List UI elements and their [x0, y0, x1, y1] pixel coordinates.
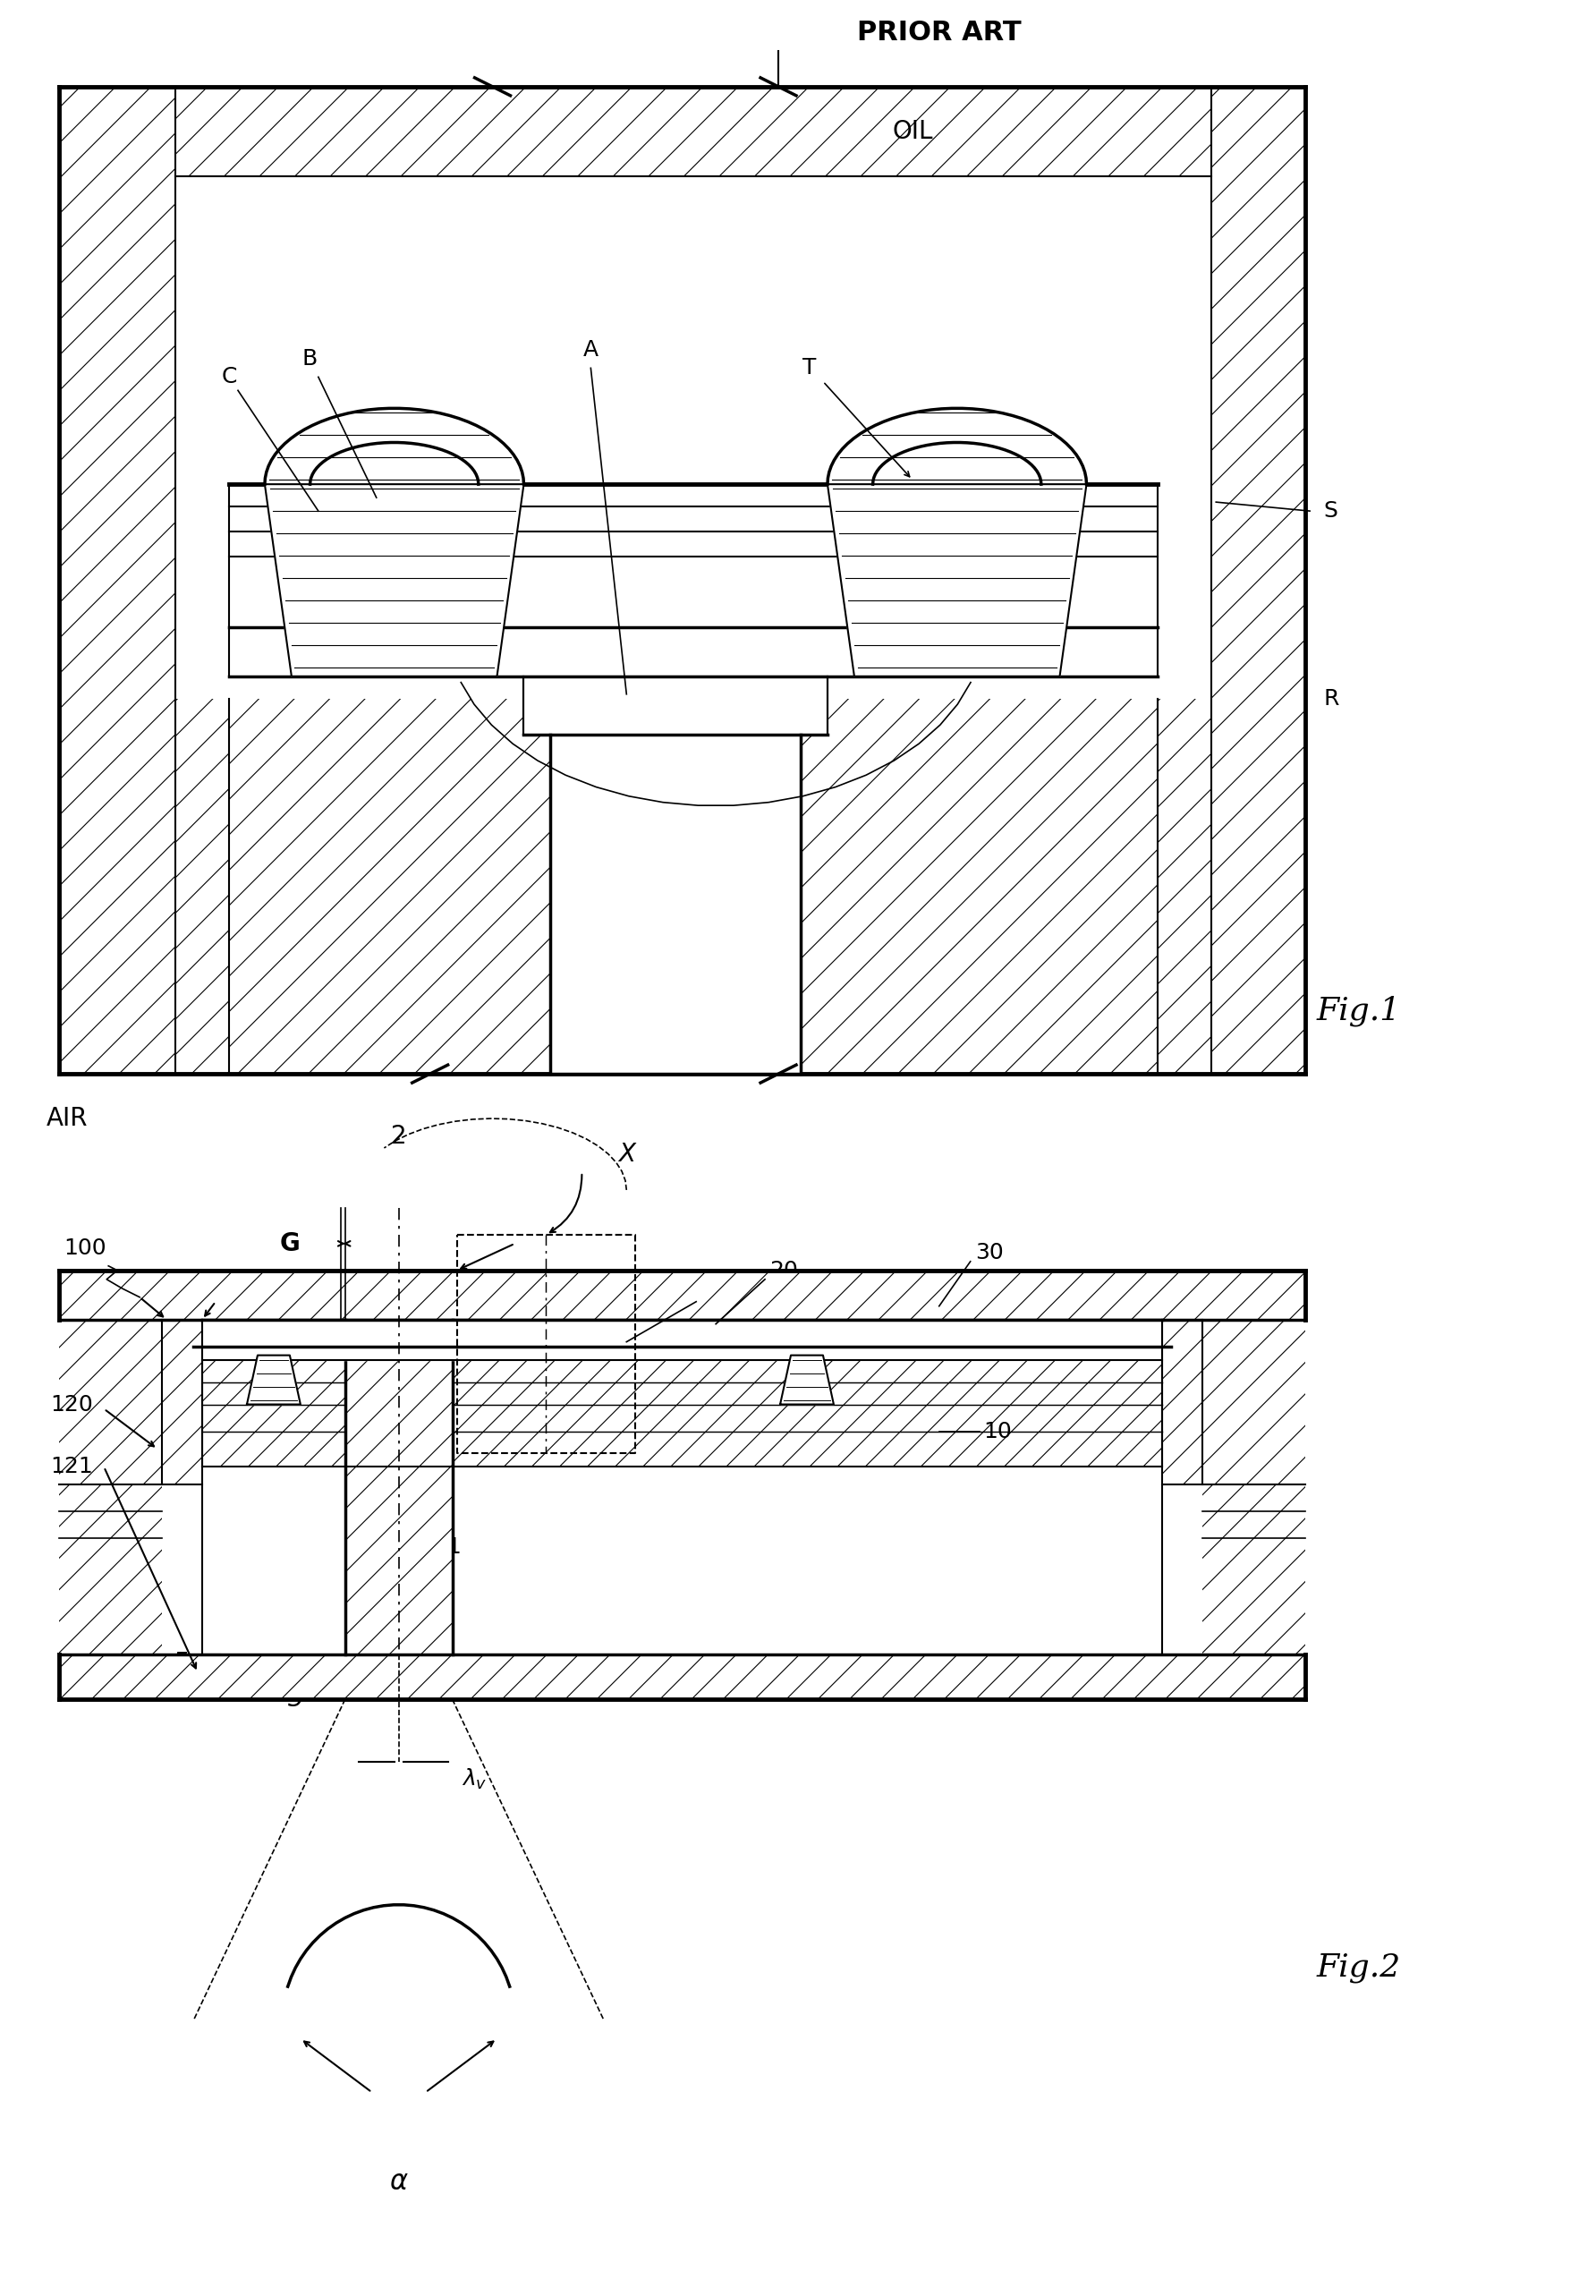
Text: T: T	[803, 358, 817, 379]
Text: $\alpha$: $\alpha$	[389, 2167, 409, 2195]
Text: $\lambda_v$: $\lambda_v$	[461, 1768, 487, 1791]
Text: 121: 121	[51, 1456, 93, 1479]
Polygon shape	[247, 1355, 300, 1405]
Text: 1: 1	[697, 1288, 713, 1313]
Polygon shape	[265, 409, 523, 484]
Text: 3: 3	[289, 1688, 303, 1713]
Text: 10: 10	[983, 1421, 1012, 1442]
Polygon shape	[827, 409, 1087, 484]
Polygon shape	[827, 484, 1087, 677]
Text: 2: 2	[391, 1123, 407, 1148]
Text: 100: 100	[64, 1238, 107, 1258]
Text: G: G	[281, 1231, 300, 1256]
Polygon shape	[780, 1355, 833, 1405]
Text: B: B	[302, 349, 318, 370]
Text: 20: 20	[769, 1261, 798, 1281]
Text: Fig.1: Fig.1	[1317, 996, 1401, 1026]
Text: OIL: OIL	[892, 119, 932, 145]
Text: X: X	[618, 1141, 635, 1166]
Text: 120: 120	[51, 1394, 93, 1414]
Text: 30: 30	[975, 1242, 1004, 1263]
Text: S: S	[1323, 501, 1337, 521]
Text: R: R	[1323, 689, 1339, 709]
Text: Fig.2: Fig.2	[1317, 1952, 1401, 1981]
Text: C: C	[222, 367, 236, 388]
Text: 11: 11	[434, 1536, 463, 1559]
Polygon shape	[265, 484, 523, 677]
Text: AIR: AIR	[46, 1107, 88, 1132]
Text: 5: 5	[172, 1651, 188, 1676]
Text: 102: 102	[158, 1270, 200, 1290]
Text: PRIOR ART: PRIOR ART	[857, 21, 1021, 46]
Text: A: A	[583, 340, 598, 360]
